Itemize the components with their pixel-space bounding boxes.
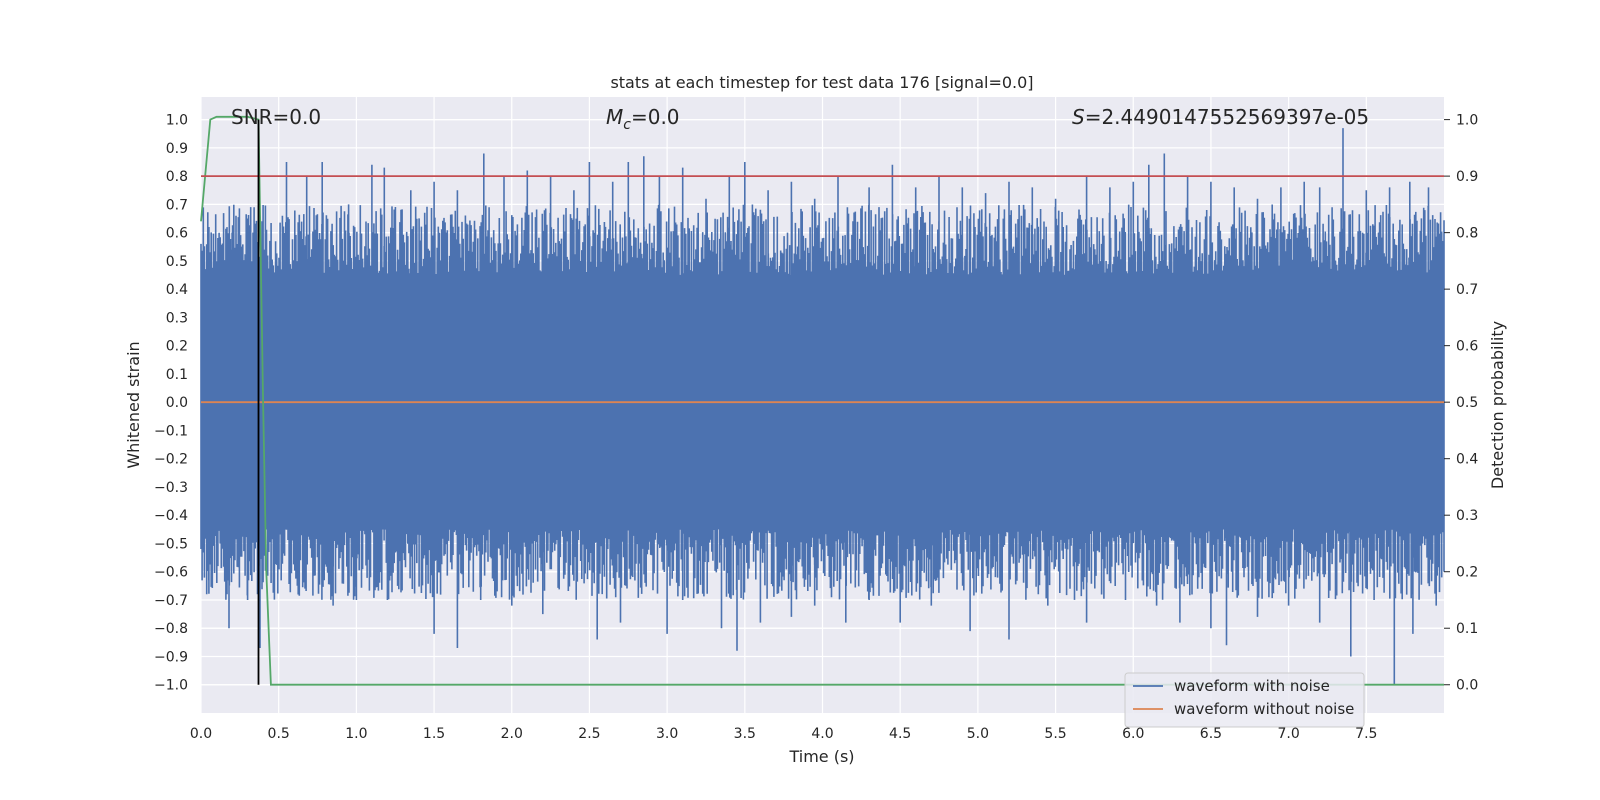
y-tick-label: −0.6 bbox=[154, 565, 188, 581]
x-tick-label: 7.0 bbox=[1277, 726, 1299, 742]
y-tick-label: −1.0 bbox=[154, 678, 188, 694]
x-tick-label: 3.0 bbox=[656, 726, 678, 742]
x-tick-label: 2.0 bbox=[501, 726, 523, 742]
noise-trace bbox=[200, 128, 1445, 685]
y-tick-label: −0.3 bbox=[154, 480, 188, 496]
y-tick-label: 0.0 bbox=[166, 395, 188, 411]
y-tick-label: −0.8 bbox=[154, 621, 188, 637]
y-tick-label: 0.8 bbox=[166, 169, 188, 185]
chart-title: stats at each timestep for test data 176… bbox=[610, 73, 1033, 92]
legend-label-noise: waveform with noise bbox=[1174, 677, 1330, 695]
x-tick-label: 7.5 bbox=[1355, 726, 1377, 742]
x-tick-label: 4.5 bbox=[889, 726, 911, 742]
x-tick-label: 5.0 bbox=[967, 726, 989, 742]
legend-box bbox=[1124, 672, 1365, 728]
x-tick-label: 0.5 bbox=[268, 726, 290, 742]
y-tick-label: 0.7 bbox=[166, 197, 188, 213]
x-tick-label: 6.0 bbox=[1122, 726, 1144, 742]
x-tick-label: 6.5 bbox=[1200, 726, 1222, 742]
y-tick-label: −0.2 bbox=[154, 452, 188, 468]
y-tick-label: −0.1 bbox=[154, 423, 188, 439]
snr-annotation: SNR=0.0 bbox=[231, 105, 321, 129]
legend: waveform with noise waveform without noi… bbox=[1124, 672, 1365, 728]
x-tick-label: 5.5 bbox=[1044, 726, 1066, 742]
y-tick-label: 0.6 bbox=[166, 226, 188, 242]
y2-tick-label: 0.0 bbox=[1456, 678, 1478, 694]
s-value: =2.4490147552569397e-05 bbox=[1085, 105, 1369, 129]
y2-tick-label: 0.1 bbox=[1456, 621, 1478, 637]
y-tick-label: 0.4 bbox=[166, 282, 188, 298]
y-tick-labels: −1.0 −0.9 −0.8 −0.7 −0.6 −0.5 −0.4 −0.3 −0.2 −0.1… bbox=[154, 113, 188, 694]
chirp-mass-annotation: Mc=0.0 bbox=[606, 105, 680, 133]
y-tick-label: −0.9 bbox=[154, 649, 188, 665]
y-tick-label: 0.3 bbox=[166, 310, 188, 326]
x-tick-label: 4.0 bbox=[811, 726, 833, 742]
y2-tick-label: 0.2 bbox=[1456, 565, 1478, 581]
chirp-mass-value: =0.0 bbox=[631, 105, 680, 129]
y-tick-label: −0.5 bbox=[154, 536, 188, 552]
y-tick-label: 1.0 bbox=[166, 113, 188, 129]
x-tick-label: 2.5 bbox=[578, 726, 600, 742]
y-tick-label: 0.9 bbox=[166, 141, 188, 157]
y2-tick-label: 1.0 bbox=[1456, 113, 1478, 129]
series-detection-probability bbox=[200, 115, 1444, 686]
y2-tick-label: 0.6 bbox=[1456, 339, 1478, 355]
y2-tick-label: 0.5 bbox=[1456, 395, 1478, 411]
x-tick-labels: 0.0 0.5 1.0 1.5 2.0 2.5 3.0 3.5 4.0 4.5 5.0 5.5 6.0 6… bbox=[190, 726, 1378, 742]
y2-tick-label: 0.7 bbox=[1456, 282, 1478, 298]
s-symbol: S bbox=[1072, 105, 1085, 129]
y2-axis-label: Detection probability bbox=[1488, 321, 1507, 489]
x-tick-label: 1.0 bbox=[345, 726, 367, 742]
y-tick-label: 0.1 bbox=[166, 367, 188, 383]
chirp-mass-symbol: M bbox=[606, 105, 623, 129]
s-annotation: S=2.4490147552569397e-05 bbox=[1072, 105, 1369, 129]
y2-tick-label: 0.4 bbox=[1456, 452, 1478, 468]
y2-tick-label: 0.9 bbox=[1456, 169, 1478, 185]
x-tick-label: 0.0 bbox=[190, 726, 212, 742]
x-axis-label: Time (s) bbox=[788, 747, 854, 766]
legend-label-clean: waveform without noise bbox=[1174, 700, 1354, 718]
chirp-mass-subscript: c bbox=[623, 117, 631, 133]
y2-tick-label: 0.8 bbox=[1456, 226, 1478, 242]
series-lines bbox=[200, 115, 1444, 686]
x-tick-label: 1.5 bbox=[423, 726, 445, 742]
y2-tick-labels: 0.0 0.1 0.2 0.3 0.4 0.5 0.6 0.7 0.8 0.9 1.0 bbox=[1444, 113, 1478, 694]
y-tick-label: 0.2 bbox=[166, 339, 188, 355]
y-tick-label: 0.5 bbox=[166, 254, 188, 270]
x-tick-label: 3.5 bbox=[734, 726, 756, 742]
y-tick-label: −0.4 bbox=[154, 508, 188, 524]
y2-tick-label: 0.3 bbox=[1456, 508, 1478, 524]
y-tick-label: −0.7 bbox=[154, 593, 188, 609]
y-axis-label: Whitened strain bbox=[124, 341, 143, 468]
